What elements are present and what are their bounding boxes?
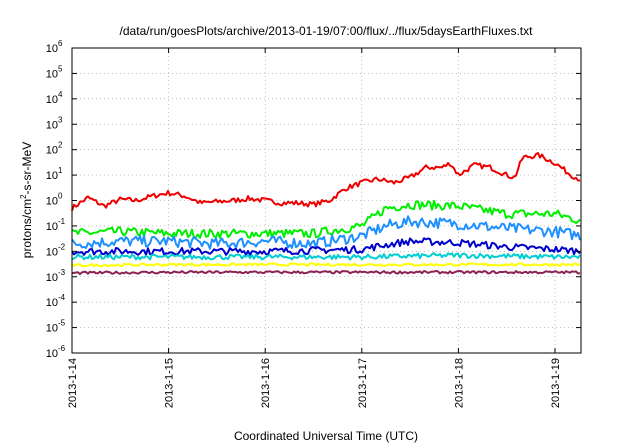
series-line	[71, 270, 581, 276]
x-tick-label: 2013-1-18	[453, 358, 465, 408]
x-axis-label: Coordinated Universal Time (UTC)	[234, 429, 418, 443]
x-tick-label: 2013-1-16	[260, 358, 272, 408]
y-tick-label: 106	[46, 39, 63, 55]
series-line	[71, 252, 581, 261]
y-tick-label: 10-3	[46, 268, 66, 284]
y-tick-label: 10-2	[46, 242, 66, 258]
y-axis: 10-6 10-5 10-4 10-3 10-2 10-1 100 101 102 103 104 1…	[46, 39, 581, 360]
series-group	[71, 152, 581, 276]
y-tick-label: 102	[46, 141, 63, 157]
y-tick-label: 10-5	[46, 319, 66, 335]
y-tick-label: 10-6	[46, 344, 66, 360]
y-tick-label: 10-4	[46, 293, 66, 309]
x-tick-label: 2013-1-19	[550, 358, 562, 408]
y-tick-label: 104	[46, 90, 63, 106]
y-axis-label: protons/cm2-s-sr-MeV	[19, 142, 34, 258]
chart-title: /data/run/goesPlots/archive/2013-01-19/0…	[120, 24, 534, 38]
series-line	[71, 152, 581, 212]
series-line	[71, 215, 581, 250]
y-tick-label: 101	[46, 166, 63, 182]
x-tick-label: 2013-1-17	[357, 358, 369, 408]
y-tick-label: 105	[46, 64, 63, 80]
x-tick-label: 2013-1-14	[67, 358, 79, 408]
x-axis: 2013-1-14 2013-1-15 2013-1-16 2013-1-17 2013…	[67, 48, 562, 408]
y-tick-label: 103	[46, 115, 63, 131]
series-line	[71, 262, 581, 268]
series-line	[71, 237, 581, 256]
y-tick-label: 100	[46, 192, 63, 208]
y-tick-label: 10-1	[46, 217, 66, 233]
series-line	[71, 199, 581, 240]
x-tick-label: 2013-1-15	[164, 358, 176, 408]
